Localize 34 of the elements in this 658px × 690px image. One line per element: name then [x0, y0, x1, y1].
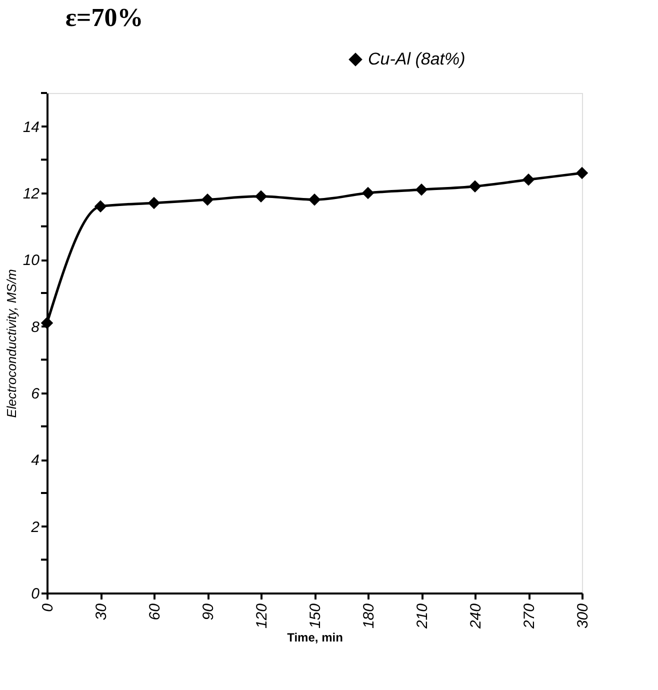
y-tick-label: 10: [22, 252, 40, 270]
x-tick-label: 90: [200, 602, 217, 620]
x-tick-label: 300: [574, 602, 592, 629]
point: [362, 186, 374, 200]
point: [40, 316, 54, 330]
point: [576, 166, 588, 180]
x-tick-label: 210: [414, 602, 431, 630]
chart-title: ε=70%: [65, 3, 144, 32]
point: [415, 184, 428, 196]
y-tick-label: 0: [31, 586, 40, 602]
x-tick-label: 270: [521, 602, 538, 630]
x-tick-label: 60: [146, 602, 164, 620]
y-tick-label: 2: [30, 518, 40, 536]
point: [254, 190, 268, 202]
point: [308, 194, 321, 206]
point: [148, 196, 160, 210]
x-axis-title: Time, min: [287, 630, 343, 645]
point: [94, 200, 107, 212]
legend-label: Cu-Al (8at%): [368, 50, 466, 68]
y-axis-title: Electroconductivity, MS/m: [4, 269, 19, 418]
y-tick-label: 12: [22, 186, 40, 202]
x-tick-label: 150: [307, 602, 324, 629]
x-tick-label: 0: [40, 602, 56, 612]
point: [201, 194, 214, 206]
y-tick-label: 6: [31, 386, 40, 402]
x-tick-label: 30: [93, 602, 110, 620]
x-tick-label: 180: [360, 602, 378, 629]
y-tick-label: 4: [31, 452, 40, 470]
point: [522, 174, 535, 186]
y-tick-label: 14: [22, 118, 40, 136]
point: [468, 180, 482, 192]
x-tick-label: 120: [254, 602, 270, 629]
y-tick-label: 8: [31, 318, 40, 336]
x-tick-label: 240: [468, 602, 484, 630]
